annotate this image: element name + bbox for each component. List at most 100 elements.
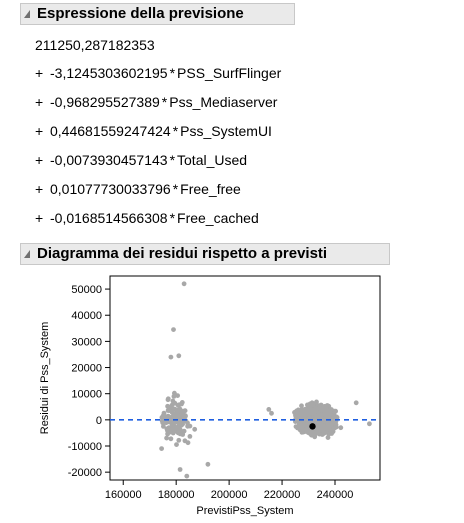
term-variable: Pss_SystemUI — [180, 123, 272, 139]
data-point — [321, 430, 327, 436]
data-point — [178, 419, 184, 425]
data-point — [176, 427, 182, 433]
term-operator: + — [35, 181, 44, 197]
residual-panel-header[interactable]: Diagramma dei residui rispetto a previst… — [20, 243, 390, 265]
scatter-plot-svg[interactable]: -20000 -10000 0 10000 20000 30000 40000 50000 16… — [36, 268, 396, 518]
data-point — [179, 401, 184, 407]
term-coefficient: -0,0073930457143 — [50, 152, 168, 168]
disclosure-triangle-icon[interactable] — [24, 10, 30, 18]
mean-point — [309, 423, 316, 430]
data-point — [180, 432, 186, 437]
term-coefficient: -0,968295527389 — [50, 94, 160, 110]
formula-term: + -0,0073930457143 * Total_Used — [35, 152, 247, 168]
data-point — [177, 467, 183, 472]
data-point — [172, 406, 177, 412]
data-point — [192, 426, 198, 432]
data-point — [159, 418, 165, 424]
data-point — [315, 429, 320, 435]
formula-term: +0,44681559247424 * Pss_SystemUI — [35, 123, 272, 139]
formula-term: + -0,968295527389 * Pss_Mediaserver — [35, 94, 277, 110]
x-axis-label: PrevistiPss_System — [196, 505, 293, 517]
plot-frame — [109, 275, 381, 481]
data-point — [327, 412, 333, 418]
data-point — [325, 435, 331, 440]
data-point — [367, 421, 372, 427]
term-operator: + — [35, 210, 44, 226]
residual-plot[interactable]: -20000 -10000 0 10000 20000 30000 40000 50000 16… — [36, 268, 396, 518]
y-tick-label: -20000 — [68, 467, 102, 479]
data-point — [312, 409, 317, 415]
data-point — [187, 434, 193, 439]
data-point — [299, 425, 305, 430]
data-point — [325, 426, 331, 432]
y-tick-label: -10000 — [68, 441, 102, 453]
data-point — [168, 354, 174, 360]
data-point — [165, 431, 171, 437]
data-point — [330, 420, 336, 426]
data-point — [269, 410, 274, 416]
data-point — [168, 436, 174, 442]
data-point — [171, 327, 176, 332]
formula-term: + -0,0168514566308 * Free_cached — [35, 210, 259, 226]
y-tick-label: 30000 — [71, 336, 102, 348]
formula-panel-header[interactable]: Espressione della previsione — [20, 3, 295, 25]
data-point — [319, 412, 325, 417]
data-point — [299, 403, 304, 409]
data-point — [305, 422, 311, 428]
data-point — [161, 410, 167, 416]
disclosure-triangle-icon[interactable] — [24, 250, 30, 258]
x-tick-label: 220000 — [264, 489, 301, 501]
term-operator: + — [35, 152, 44, 168]
data-point — [179, 409, 185, 415]
term-coefficient: 0,44681559247424 — [50, 123, 171, 139]
term-operator: + — [35, 123, 44, 139]
data-point — [165, 425, 171, 431]
data-point — [176, 437, 182, 443]
term-coefficient: -3,1245303602195 — [50, 65, 168, 81]
term-operator: + — [35, 65, 44, 81]
data-point — [165, 397, 171, 403]
data-point — [185, 420, 190, 426]
data-point — [313, 414, 319, 419]
x-tick-label: 240000 — [317, 489, 354, 501]
data-point — [161, 424, 166, 429]
term-multiply: * — [172, 181, 179, 197]
data-point — [338, 425, 344, 431]
term-operator: + — [35, 94, 44, 110]
data-point — [183, 413, 188, 419]
data-point — [298, 412, 303, 417]
formula-panel-title: Espressione della previsione — [37, 5, 244, 22]
term-multiply: * — [169, 152, 176, 168]
data-point — [172, 390, 177, 396]
term-variable: Pss_Mediaserver — [169, 94, 278, 110]
data-point — [170, 398, 176, 404]
data-point — [164, 435, 170, 441]
y-tick-label: 50000 — [71, 284, 102, 296]
data-point — [176, 353, 182, 359]
formula-term: +0,01077730033796 * Free_free — [35, 181, 241, 197]
x-tick-label: 200000 — [211, 489, 248, 501]
data-point — [173, 425, 179, 430]
data-point — [329, 431, 334, 436]
formula-term: + -3,1245303602195 * PSS_SurfFlinger — [35, 65, 281, 81]
term-multiply: * — [169, 65, 176, 81]
term-variable: Free_cached — [177, 210, 259, 226]
x-tick-label: 180000 — [158, 489, 195, 501]
data-point — [173, 419, 179, 425]
data-point — [293, 424, 299, 429]
residual-panel-title: Diagramma dei residui rispetto a previst… — [37, 245, 328, 262]
data-point — [176, 414, 182, 419]
data-point — [205, 461, 211, 467]
data-point — [174, 442, 179, 447]
term-variable: Free_free — [180, 181, 241, 197]
term-variable: PSS_SurfFlinger — [177, 65, 282, 81]
data-point — [299, 429, 305, 435]
term-multiply: * — [172, 123, 179, 139]
data-point — [159, 446, 164, 451]
data-point — [317, 406, 323, 412]
data-point — [303, 406, 309, 412]
y-tick-label: 10000 — [71, 389, 102, 401]
term-coefficient: 0,01077730033796 — [50, 181, 171, 197]
y-axis-label: Residui di Pss_System — [39, 322, 51, 435]
formula-intercept: 211250,287182353 — [35, 37, 155, 53]
